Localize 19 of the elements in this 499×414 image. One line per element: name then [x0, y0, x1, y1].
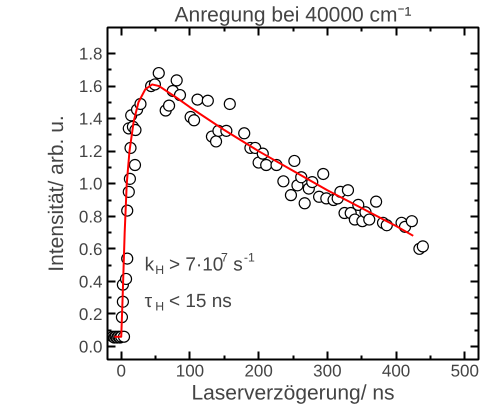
y-axis-title: Intensität/ arb. u. [44, 115, 68, 272]
y-tick-label: 1.2 [78, 142, 103, 162]
y-tick-label: 0.0 [78, 337, 103, 356]
x-tick-label: 0 [116, 362, 126, 380]
y-tick-label: 0.2 [78, 304, 103, 324]
x-axis-title: Laserverzögerung/ ns [191, 382, 395, 404]
x-tick-label: 400 [382, 362, 410, 380]
y-tick-label: 1.4 [78, 110, 103, 129]
x-tick-label: 200 [244, 362, 273, 380]
y-tick-label: 1.8 [78, 44, 103, 64]
x-tick-label: 500 [450, 362, 479, 380]
y-tick-label: 0.6 [78, 240, 103, 259]
chart-title: Anregung bei 40000 cm⁻¹ [174, 4, 412, 26]
x-tick-label: 100 [176, 362, 204, 380]
y-tick-label: 0.8 [78, 207, 103, 226]
y-tick-label: 1.6 [78, 77, 103, 96]
x-tick-label: 300 [313, 362, 342, 380]
y-tick-label: 1.0 [78, 174, 103, 194]
y-tick-label: 0.4 [78, 272, 103, 292]
